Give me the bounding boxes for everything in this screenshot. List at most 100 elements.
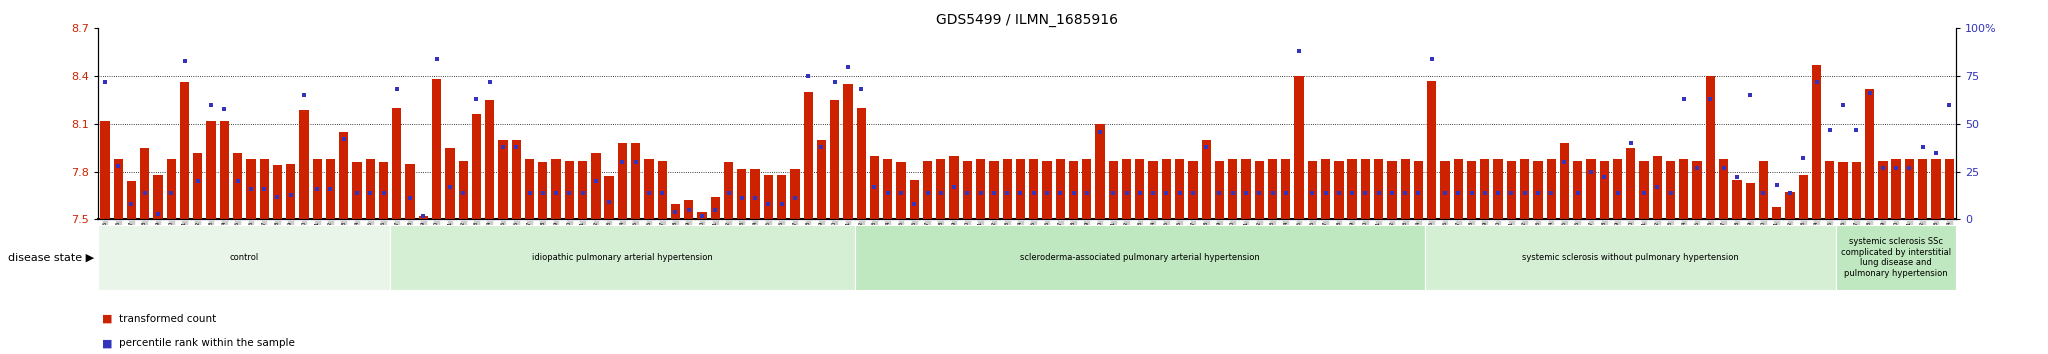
Title: GDS5499 / ILMN_1685916: GDS5499 / ILMN_1685916 [936, 13, 1118, 27]
Point [1587, 175, 1620, 180]
Text: ■: ■ [102, 338, 113, 348]
Bar [1587, 159, 1595, 219]
Point [645, 190, 678, 195]
Bar [791, 169, 799, 219]
Bar [1931, 159, 1942, 219]
Bar [498, 140, 508, 219]
Point [713, 190, 745, 195]
Bar [154, 175, 162, 219]
Text: percentile rank within the sample: percentile rank within the sample [119, 338, 295, 348]
Point [1282, 48, 1315, 54]
Bar [1309, 160, 1317, 219]
Point [1415, 56, 1448, 62]
Point [1151, 190, 1184, 195]
Point [1575, 169, 1608, 175]
Point [1403, 190, 1436, 195]
Point [686, 213, 719, 218]
Bar [870, 156, 879, 219]
Bar [1321, 159, 1331, 219]
Point [1495, 190, 1528, 195]
Bar [391, 225, 854, 290]
Text: idiopathic pulmonary arterial hypertension: idiopathic pulmonary arterial hypertensi… [532, 253, 713, 262]
Bar [1546, 159, 1556, 219]
Point [1202, 190, 1235, 195]
Bar [750, 169, 760, 219]
Point [541, 190, 573, 195]
Bar [207, 121, 215, 219]
Point [1190, 144, 1223, 150]
Bar [539, 162, 547, 219]
Point [1933, 102, 1966, 108]
Point [340, 190, 373, 195]
Point [1018, 190, 1051, 195]
Bar [1466, 160, 1477, 219]
Bar [1004, 159, 1012, 219]
Point [1229, 190, 1262, 195]
Point [260, 194, 293, 199]
Point [1907, 144, 1939, 150]
Bar [645, 159, 653, 219]
Point [793, 73, 825, 79]
Bar [950, 156, 958, 219]
Bar [246, 159, 256, 219]
Bar [1733, 180, 1741, 219]
Point [473, 79, 506, 85]
Bar [166, 159, 176, 219]
Point [236, 186, 268, 192]
Bar [1294, 76, 1305, 219]
Point [633, 190, 666, 195]
Bar [1386, 160, 1397, 219]
Point [102, 163, 135, 169]
Point [1389, 190, 1421, 195]
Bar [1614, 159, 1622, 219]
Point [1522, 190, 1554, 195]
Point [1468, 190, 1501, 195]
Bar [723, 162, 733, 219]
Bar [737, 169, 745, 219]
Text: disease state ▶: disease state ▶ [8, 252, 94, 263]
Point [659, 209, 692, 215]
Bar [432, 79, 440, 219]
Point [1640, 184, 1673, 190]
Bar [113, 159, 123, 219]
Point [313, 186, 346, 192]
Bar [977, 159, 985, 219]
Bar [698, 212, 707, 219]
Point [115, 201, 147, 207]
Point [553, 190, 586, 195]
Bar [512, 140, 520, 219]
Point [1561, 190, 1593, 195]
Point [1774, 190, 1806, 195]
Point [778, 196, 811, 201]
Bar [829, 100, 840, 219]
Point [1217, 190, 1249, 195]
Bar [1161, 159, 1171, 219]
Bar [1798, 175, 1808, 219]
Bar [909, 180, 920, 219]
Bar [127, 181, 135, 219]
Point [1812, 127, 1845, 132]
Bar [854, 225, 1425, 290]
Bar [592, 153, 600, 219]
Bar [856, 108, 866, 219]
Point [1694, 96, 1726, 102]
Bar [1919, 159, 1927, 219]
Bar [1241, 159, 1251, 219]
Point [514, 190, 547, 195]
Point [1481, 190, 1513, 195]
Bar [180, 82, 188, 219]
Point [606, 159, 639, 165]
Point [195, 102, 227, 108]
Point [897, 201, 930, 207]
Point [819, 79, 852, 85]
Point [420, 56, 453, 62]
Point [1376, 190, 1409, 195]
Bar [193, 153, 203, 219]
Bar [340, 132, 348, 219]
Bar [963, 160, 973, 219]
Point [1880, 165, 1913, 171]
Bar [313, 159, 322, 219]
Point [1030, 190, 1063, 195]
Bar [1759, 160, 1767, 219]
Point [367, 190, 399, 195]
